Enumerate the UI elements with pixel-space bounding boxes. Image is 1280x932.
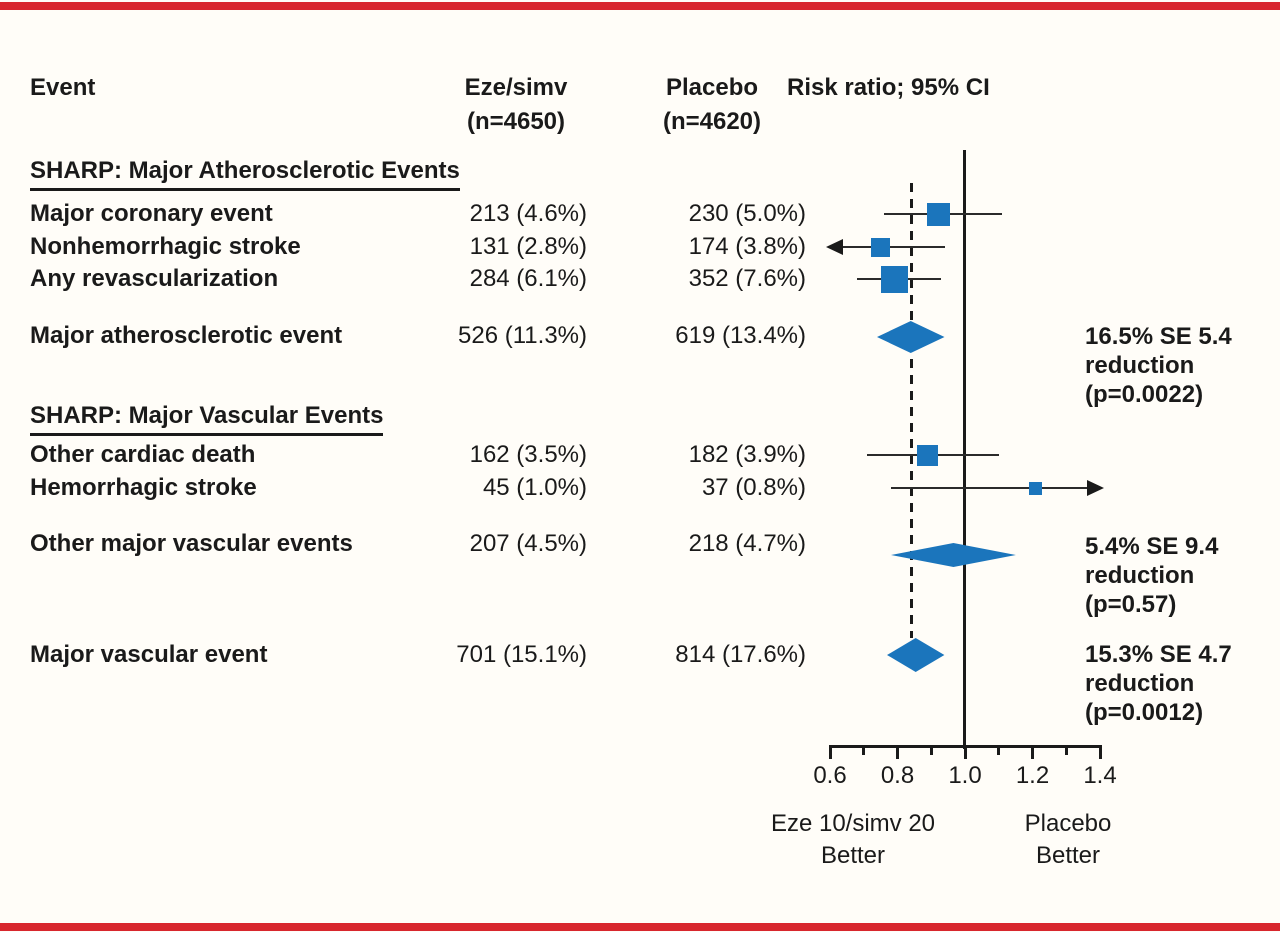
placebo-header-line1: Placebo [665,74,759,101]
axis-tick-label: 1.2 [1015,762,1050,789]
point-estimate-marker [880,265,908,293]
axis-caption-left: Eze 10/simv 20 Better [743,808,963,872]
axis-major-tick [828,745,832,759]
ci-arrow-right-icon [1087,480,1104,496]
eze-simv-value: 207 (4.5%) [469,530,587,557]
axis-major-tick [963,745,967,759]
eze-simv-value: 701 (15.1%) [456,641,587,668]
reduction-annotation: 15.3% SE 4.7 reduction (p=0.0012) [1085,640,1232,727]
placebo-header-line2: (n=4620) [662,108,762,135]
axis-major-tick [1031,745,1034,759]
reduction-annotation-line: 16.5% SE 5.4 [1085,323,1232,350]
reduction-annotation-line: reduction [1085,352,1195,379]
eze-simv-header-line2: (n=4650) [466,108,566,135]
eze-simv-value: 131 (2.8%) [469,233,587,260]
reduction-annotation-line: (p=0.57) [1085,591,1177,618]
axis-caption-right-line1: Placebo [1024,810,1112,837]
reference-line-rr-1 [963,150,966,749]
axis-tick-label: 0.6 [813,762,847,789]
point-estimate-marker [926,202,950,226]
placebo-value: 619 (13.4%) [675,322,806,349]
axis-caption-right-line2: Better [1035,842,1101,869]
ci-line [838,246,945,248]
axis-tick-label: 0.8 [880,762,915,789]
axis-major-tick [1098,745,1102,759]
reduction-annotation-line: (p=0.0012) [1085,699,1204,726]
axis-caption-left-line1: Eze 10/simv 20 [770,810,936,837]
event-label: Major vascular event [30,641,268,668]
reduction-annotation: 16.5% SE 5.4 reduction (p=0.0022) [1085,322,1232,409]
summary-diamond [890,543,1016,567]
ci-arrow-left-icon [826,239,843,255]
axis-caption-left-line2: Better [820,842,886,869]
ci-line [890,487,1090,489]
reduction-annotation-line: 5.4% SE 9.4 [1085,533,1219,560]
event-label: Major atherosclerotic event [30,322,343,349]
eze-simv-value: 526 (11.3%) [458,322,587,349]
column-header-eze-simv: Eze/simv (n=4650) [420,71,612,139]
reduction-annotation: 5.4% SE 9.4 reduction (p=0.57) [1085,532,1218,619]
reduction-annotation-line: 15.3% SE 4.7 [1085,641,1232,668]
top-red-rule [0,2,1280,10]
placebo-value: 218 (4.7%) [688,530,806,557]
placebo-value: 174 (3.8%) [688,233,806,260]
event-label: Major coronary event [30,200,273,227]
event-label: Other cardiac death [30,441,256,468]
point-estimate-marker [1029,481,1043,495]
column-header-event: Event [30,74,96,101]
event-label: Nonhemorrhagic stroke [30,233,301,260]
placebo-value: 352 (7.6%) [688,265,806,292]
eze-simv-value: 162 (3.5%) [469,441,587,468]
reduction-annotation-line: (p=0.0022) [1085,381,1204,408]
section-heading: SHARP: Major Atherosclerotic Events [30,156,460,191]
placebo-value: 37 (0.8%) [701,474,806,501]
axis-minor-tick [929,745,933,755]
event-label: Hemorrhagic stroke [30,474,257,501]
eze-simv-value: 45 (1.0%) [482,474,587,501]
axis-tick-label: 1.0 [948,762,982,789]
point-estimate-marker [871,237,891,257]
axis-minor-tick [997,745,1001,755]
plot-title: Risk ratio; 95% CI [787,74,990,101]
summary-diamond [887,638,945,672]
eze-simv-value: 213 (4.6%) [469,200,587,227]
overall-estimate-dashed-line [910,183,913,638]
placebo-value: 814 (17.6%) [675,641,806,668]
reduction-annotation-line: reduction [1085,670,1195,697]
reduction-annotation-line: reduction [1085,562,1195,589]
placebo-value: 182 (3.9%) [688,441,806,468]
event-label: Any revascularization [30,265,279,292]
axis-caption-right: Placebo Better [958,808,1178,872]
placebo-value: 230 (5.0%) [688,200,806,227]
eze-simv-header-line1: Eze/simv [464,74,568,101]
axis-minor-tick [1064,745,1068,755]
axis-minor-tick [862,745,866,755]
axis-major-tick [896,745,899,759]
axis-tick-label: 1.4 [1083,762,1117,789]
point-estimate-marker [917,444,939,466]
eze-simv-value: 284 (6.1%) [469,265,587,292]
event-label: Other major vascular events [30,530,353,557]
column-header-placebo: Placebo (n=4620) [616,71,808,139]
bottom-red-rule [0,923,1280,931]
summary-diamond [877,321,945,353]
section-heading: SHARP: Major Vascular Events [30,401,384,436]
